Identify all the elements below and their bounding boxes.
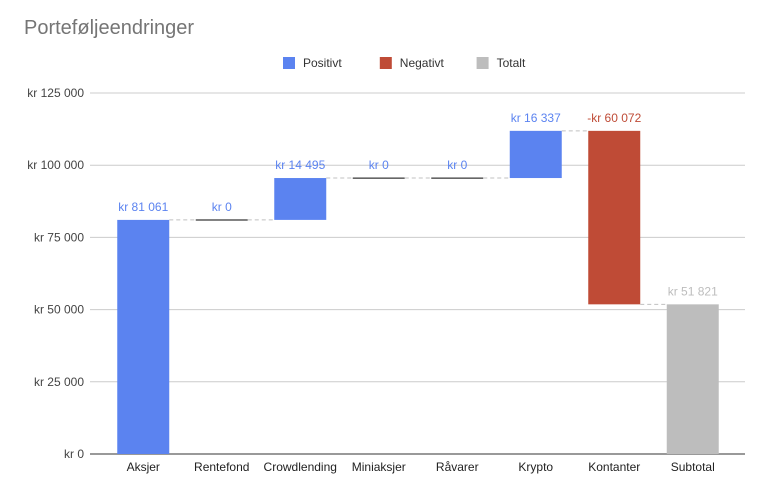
data-label: kr 14 495 (275, 158, 325, 172)
y-tick-label: kr 100 000 (27, 158, 84, 172)
bar (588, 130, 641, 305)
bar (195, 219, 248, 221)
x-tick-label: Subtotal (671, 460, 715, 474)
legend-swatch (476, 57, 489, 69)
x-tick-label: Crowdlending (264, 460, 337, 474)
legend-label: Totalt (497, 56, 526, 70)
x-tick-label: Kontanter (588, 460, 640, 474)
y-tick-label: kr 0 (64, 447, 84, 461)
data-label: kr 16 337 (511, 111, 561, 125)
bar (274, 178, 327, 220)
bar (117, 219, 170, 454)
y-tick-label: kr 75 000 (34, 230, 84, 244)
legend-swatch (283, 57, 295, 69)
data-label: -kr 60 072 (587, 111, 641, 125)
y-tick-label: kr 125 000 (27, 86, 84, 100)
data-label: kr 0 (447, 158, 467, 172)
legend-swatch (379, 57, 392, 69)
x-tick-label: Rentefond (194, 460, 249, 474)
legend-label: Negativt (400, 56, 445, 70)
bar (666, 304, 719, 454)
x-tick-label: Aksjer (127, 460, 160, 474)
data-label: kr 51 821 (668, 284, 718, 298)
data-label: kr 81 061 (118, 200, 168, 214)
chart-title: Porteføljeendringer (24, 17, 195, 39)
bar (431, 177, 484, 179)
x-tick-label: Miniaksjer (352, 460, 406, 474)
bar (509, 130, 562, 179)
x-tick-label: Råvarer (436, 460, 479, 474)
bar (352, 177, 405, 179)
y-tick-label: kr 50 000 (34, 303, 84, 317)
x-tick-label: Krypto (518, 460, 553, 474)
data-label: kr 0 (212, 200, 232, 214)
data-label: kr 0 (369, 158, 389, 172)
legend-label: Positivt (303, 56, 342, 70)
y-tick-label: kr 25 000 (34, 375, 84, 389)
